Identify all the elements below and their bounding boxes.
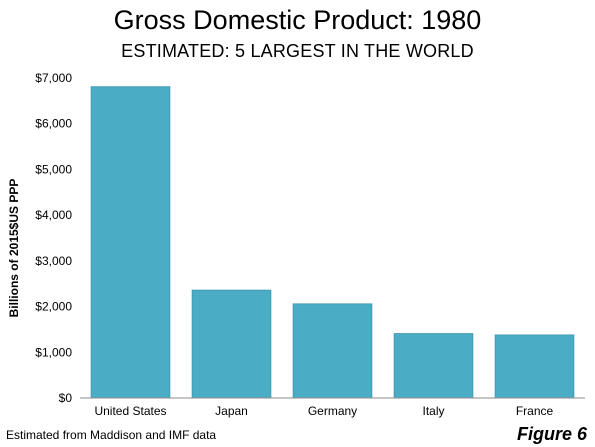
bars: [90, 86, 575, 399]
x-tick-label: France: [516, 404, 554, 418]
y-tick-label: $7,000: [35, 71, 72, 85]
y-tick-label: $3,000: [35, 254, 72, 268]
y-tick-label: $4,000: [35, 208, 72, 222]
bar-france: [494, 334, 575, 399]
bar-germany: [292, 303, 373, 399]
figure-label: Figure 6: [516, 424, 587, 444]
source-note: Estimated from Maddison and IMF data: [6, 428, 217, 442]
y-tick-label: $1,000: [35, 345, 72, 359]
y-axis-label: Billions of 2015$US PPP: [7, 179, 21, 318]
y-axis-ticks: $0 $1,000 $2,000 $3,000 $4,000 $5,000 $6,000 $7…: [35, 71, 72, 405]
bar-united-states: [90, 86, 171, 399]
x-tick-label: Italy: [422, 404, 444, 418]
x-tick-label: United States: [94, 404, 166, 418]
x-tick-label: Japan: [215, 404, 248, 418]
y-tick-label: $6,000: [35, 117, 72, 131]
bar-italy: [393, 333, 474, 399]
x-axis-ticks: United States Japan Germany Italy France: [94, 404, 553, 418]
y-tick-label: $5,000: [35, 162, 72, 176]
x-tick-label: Germany: [308, 404, 357, 418]
chart-subtitle: ESTIMATED: 5 LARGEST IN THE WORLD: [121, 41, 474, 61]
y-tick-label: $2,000: [35, 300, 72, 314]
chart-title: Gross Domestic Product: 1980: [113, 5, 482, 35]
y-tick-label: $0: [59, 391, 73, 405]
bar-japan: [191, 289, 272, 399]
